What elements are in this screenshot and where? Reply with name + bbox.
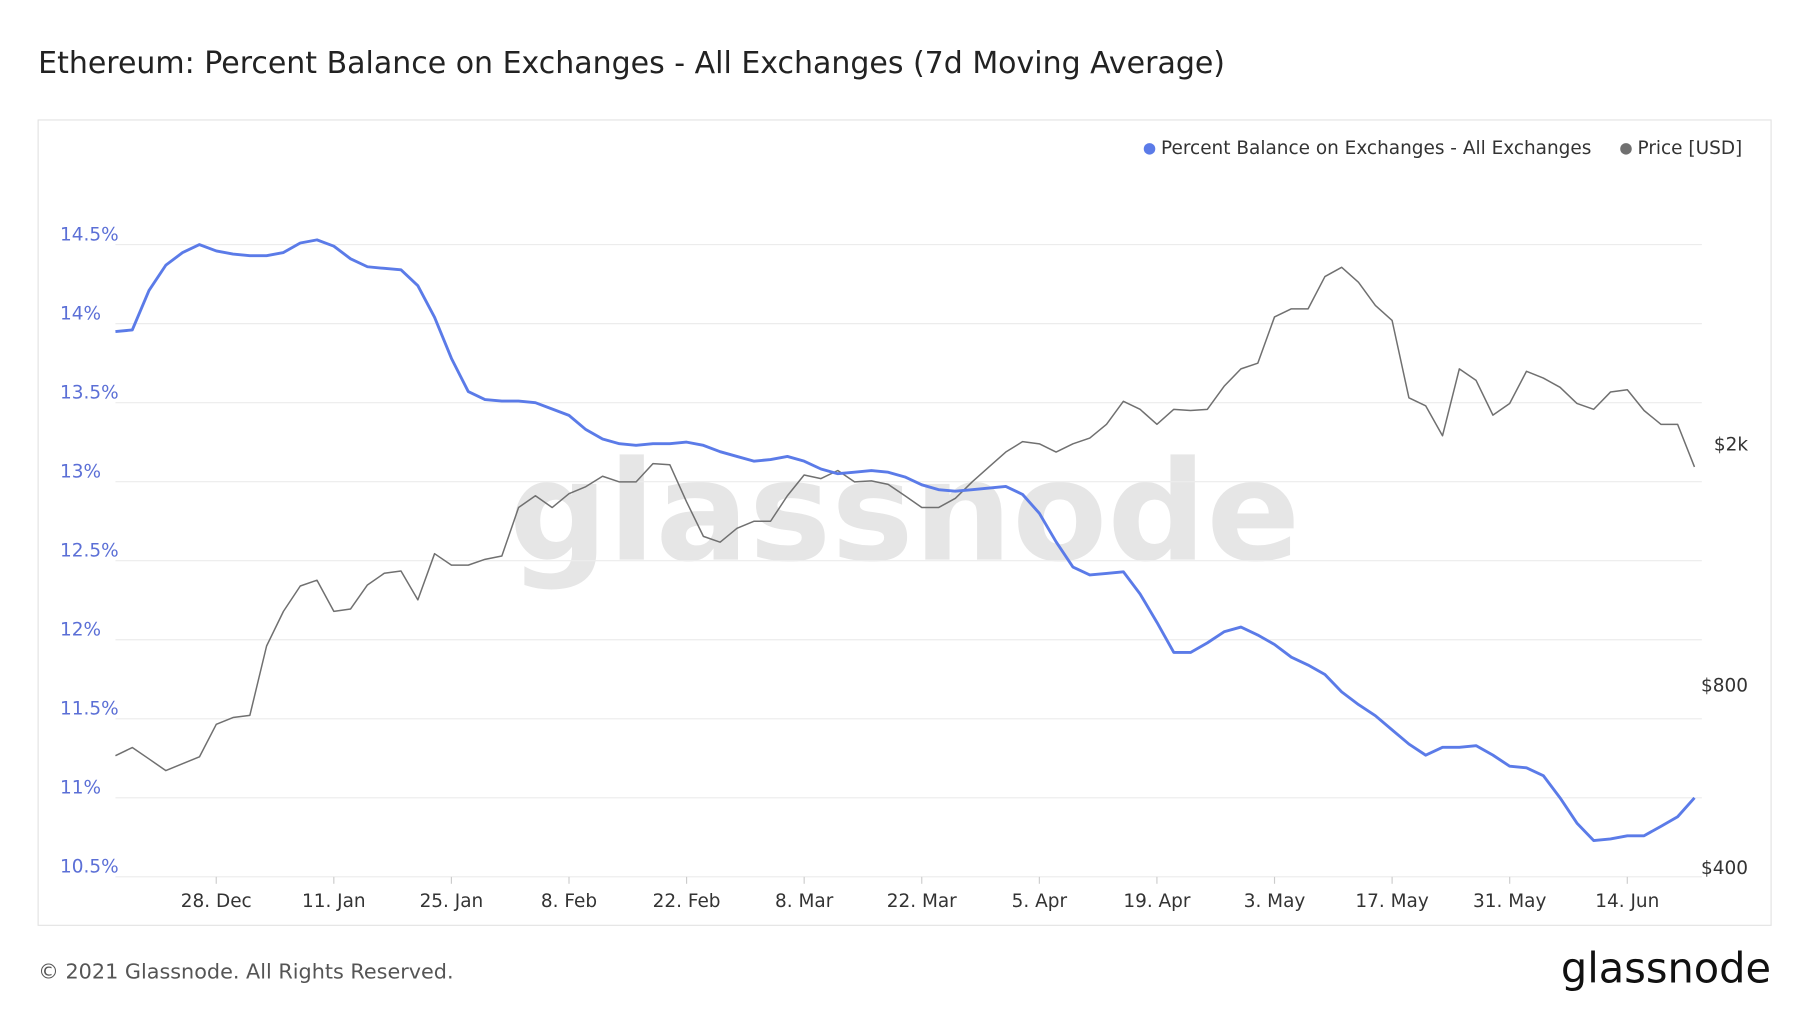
- legend: Price [USD] Percent Balance on Exchanges …: [1143, 138, 1743, 159]
- x-tick-label: 8. Mar: [775, 891, 834, 912]
- x-tick-label: 3. May: [1244, 891, 1306, 912]
- x-tick-label: 31. May: [1473, 891, 1546, 912]
- footer: © 2021 Glassnode. All Rights Reserved.: [38, 960, 453, 984]
- y2-tick-label: $800: [1701, 675, 1748, 696]
- y-tick-label: 11%: [60, 778, 101, 799]
- watermark: glassnode: [509, 431, 1300, 593]
- legend-label: Percent Balance on Exchanges - All Excha…: [1161, 138, 1591, 159]
- y-tick-label: 12.5%: [60, 540, 119, 561]
- y2-tick-label: $400: [1701, 858, 1748, 879]
- x-tick-label: 22. Feb: [653, 891, 721, 912]
- legend-label: Price [USD]: [1638, 138, 1743, 159]
- x-tick-label: 11. Jan: [302, 891, 366, 912]
- y-tick-label: 13.5%: [60, 382, 119, 403]
- chart-title: Ethereum: Percent Balance on Exchanges -…: [38, 46, 1225, 81]
- x-tick-label: 25. Jan: [420, 891, 484, 912]
- y-tick-label: 12%: [60, 620, 101, 641]
- plot-frame: [37, 119, 1772, 926]
- y2-tick-label: $2k: [1714, 434, 1748, 455]
- legend-swatch: [1143, 143, 1156, 155]
- x-tick-label: 28. Dec: [181, 891, 252, 912]
- series-line: [115, 238, 1696, 842]
- x-tick-label: 14. Jun: [1595, 891, 1659, 912]
- x-tick-label: 19. Apr: [1123, 891, 1191, 912]
- y-tick-label: 10.5%: [60, 857, 119, 878]
- grid: [115, 244, 1702, 878]
- y-tick-label: 11.5%: [60, 699, 119, 720]
- x-tick-label: 17. May: [1355, 891, 1428, 912]
- y-tick-label: 14%: [60, 303, 101, 324]
- legend-swatch: [1620, 143, 1632, 155]
- series-line: [115, 266, 1696, 772]
- x-tick-label: 22. Mar: [887, 891, 957, 912]
- y-tick-label: 14.5%: [60, 224, 119, 245]
- y-tick-label: 13%: [60, 461, 101, 482]
- logo: glassnode: [1561, 943, 1771, 992]
- x-tick-label: 5. Apr: [1012, 891, 1068, 912]
- x-tick-label: 8. Feb: [541, 891, 597, 912]
